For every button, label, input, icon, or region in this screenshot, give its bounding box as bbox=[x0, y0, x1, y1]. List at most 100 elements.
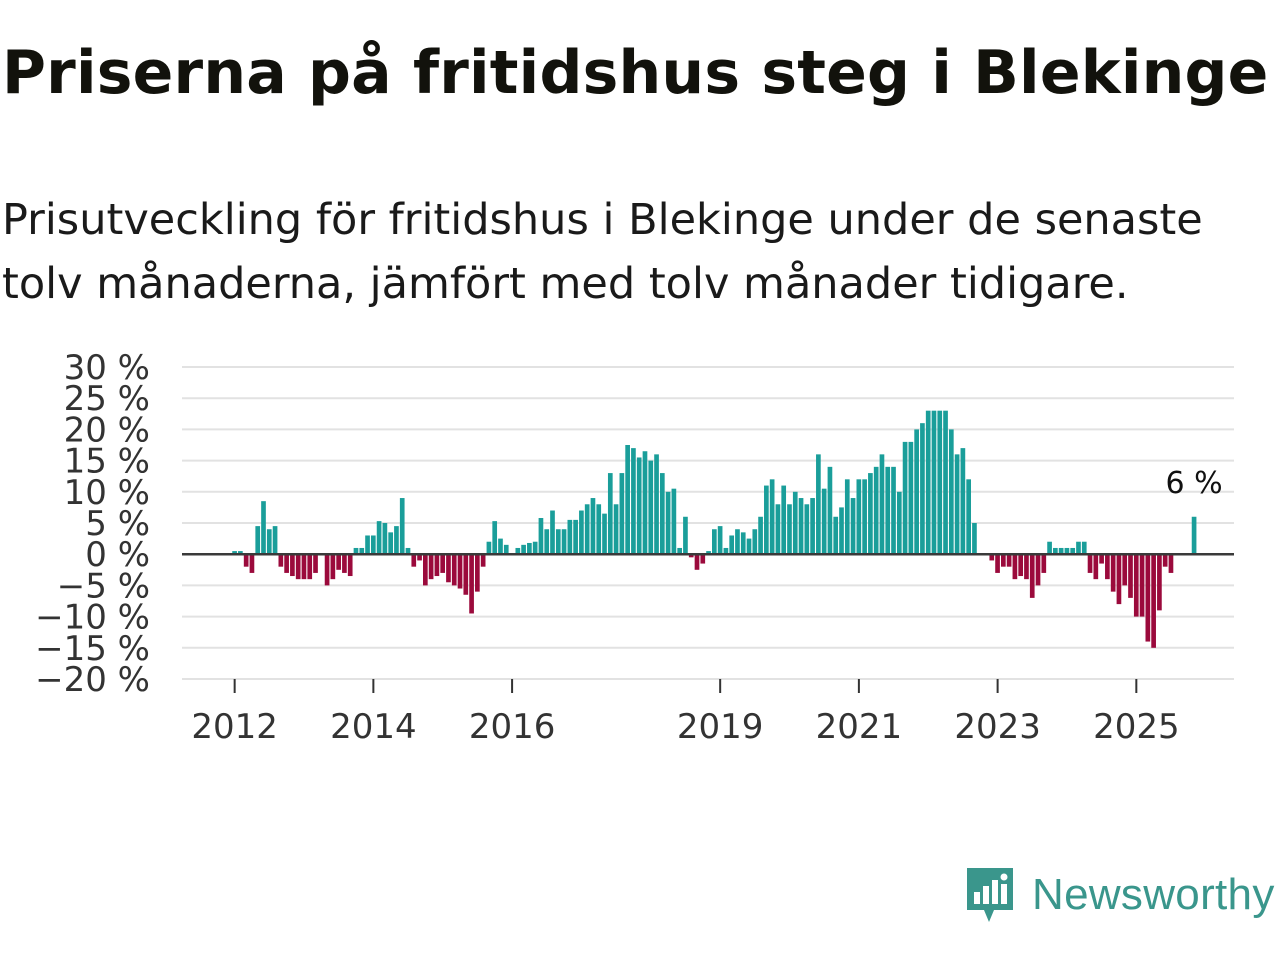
bar bbox=[787, 504, 792, 555]
bar bbox=[584, 504, 590, 555]
bar bbox=[920, 423, 925, 555]
bar bbox=[596, 504, 602, 555]
bar bbox=[677, 547, 682, 555]
x-axis-ticks: 2012 2014 2016 2019 2021 2023 2025 bbox=[182, 678, 1234, 747]
bar bbox=[937, 410, 943, 555]
bar bbox=[654, 454, 659, 555]
bar bbox=[515, 547, 521, 555]
bar bbox=[659, 473, 665, 555]
bar bbox=[995, 554, 1000, 573]
bar bbox=[336, 554, 341, 570]
y-tick-label: −10 % bbox=[35, 598, 150, 638]
bar bbox=[579, 510, 584, 555]
bar bbox=[885, 466, 891, 555]
bar-chart: 30 %25 %20 %15 %10 %5 %0 %−5 %−10 %−15 %… bbox=[35, 348, 1234, 747]
bar bbox=[255, 526, 261, 555]
bar bbox=[868, 473, 873, 555]
bar bbox=[313, 554, 318, 573]
bar bbox=[896, 491, 902, 555]
bar bbox=[1162, 554, 1168, 567]
bar bbox=[769, 479, 775, 555]
bar bbox=[353, 547, 359, 555]
bar bbox=[1122, 554, 1128, 586]
bar bbox=[1093, 554, 1099, 580]
bar bbox=[873, 466, 879, 555]
bar bbox=[480, 554, 486, 567]
bar bbox=[428, 554, 434, 580]
bar bbox=[550, 510, 555, 555]
x-tick-label: 2016 bbox=[469, 707, 556, 747]
x-tick-label: 2023 bbox=[954, 707, 1041, 747]
bar bbox=[683, 516, 688, 555]
bar bbox=[636, 457, 642, 555]
bar bbox=[729, 535, 735, 555]
bar bbox=[989, 554, 995, 561]
bar bbox=[1105, 554, 1110, 580]
bar bbox=[804, 504, 810, 555]
bar bbox=[844, 479, 850, 555]
bar bbox=[561, 529, 567, 555]
bar bbox=[642, 451, 648, 555]
bar bbox=[631, 448, 636, 555]
bar bbox=[931, 410, 937, 555]
bar bbox=[411, 554, 417, 567]
bar bbox=[521, 544, 526, 555]
bar bbox=[706, 551, 711, 555]
chart-title: Priserna på fritidshus steg i Blekinge bbox=[2, 38, 1269, 108]
bar bbox=[740, 532, 746, 555]
bar bbox=[966, 479, 971, 555]
bar bbox=[555, 529, 561, 555]
bar bbox=[1099, 554, 1104, 564]
bar bbox=[1116, 554, 1122, 605]
y-tick-label: 20 % bbox=[64, 410, 150, 450]
bar bbox=[434, 554, 440, 577]
bar bbox=[948, 429, 954, 555]
grid-lines bbox=[182, 366, 1234, 680]
bar bbox=[891, 466, 896, 555]
y-tick-label: 25 % bbox=[64, 379, 150, 419]
bar bbox=[1029, 554, 1035, 598]
bar bbox=[954, 454, 960, 555]
brand-name: Newsworthy bbox=[1032, 870, 1275, 919]
bar bbox=[839, 507, 844, 555]
bar bbox=[619, 473, 625, 555]
bar bbox=[388, 532, 393, 555]
bar bbox=[324, 554, 330, 586]
bar bbox=[827, 466, 833, 555]
x-tick-label: 2025 bbox=[1093, 707, 1180, 747]
bar bbox=[342, 554, 347, 573]
y-tick-label: 30 % bbox=[64, 348, 150, 388]
bar bbox=[1087, 554, 1093, 573]
bar bbox=[694, 554, 700, 570]
bar bbox=[376, 521, 382, 555]
bar bbox=[544, 529, 550, 555]
bar bbox=[590, 498, 596, 555]
bar bbox=[1064, 547, 1070, 555]
bar bbox=[486, 541, 492, 555]
bar bbox=[272, 526, 278, 555]
y-tick-label: −15 % bbox=[35, 629, 150, 669]
bar bbox=[607, 473, 613, 555]
bar bbox=[1139, 554, 1145, 617]
bar bbox=[833, 516, 839, 555]
bar bbox=[821, 488, 827, 555]
bar bbox=[290, 554, 295, 577]
bar bbox=[613, 504, 619, 555]
bar bbox=[735, 529, 740, 555]
bar bbox=[902, 441, 908, 555]
bar bbox=[1035, 554, 1041, 586]
bar bbox=[469, 554, 474, 614]
bar bbox=[1018, 554, 1024, 577]
bar bbox=[238, 551, 243, 555]
bar bbox=[602, 513, 607, 555]
bar bbox=[972, 523, 977, 555]
bar bbox=[1024, 554, 1029, 580]
y-tick-label: −20 % bbox=[35, 660, 150, 700]
bar bbox=[394, 526, 399, 555]
bar bbox=[862, 479, 867, 555]
bar bbox=[370, 535, 376, 555]
x-tick-label: 2014 bbox=[330, 707, 417, 747]
bar bbox=[856, 479, 862, 555]
bar bbox=[1001, 554, 1006, 567]
bar bbox=[723, 547, 729, 555]
